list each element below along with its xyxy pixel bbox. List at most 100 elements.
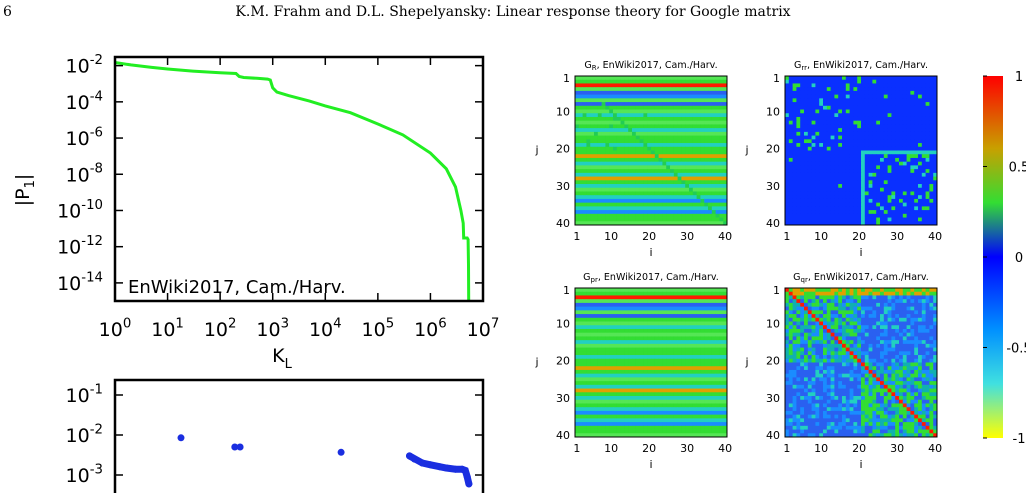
heatmap-cell (685, 79, 690, 84)
heatmap-cell (800, 206, 805, 211)
heatmap-cell (632, 180, 637, 185)
heatmap-cell (838, 131, 843, 137)
heatmap-cell (883, 157, 888, 163)
heatmap-cell (620, 116, 625, 122)
heatmap-cell (887, 94, 892, 99)
heatmap-cell (575, 90, 580, 96)
heatmap-cell (685, 198, 690, 204)
heatmap-cell (788, 165, 793, 170)
heatmap-cell (647, 105, 652, 110)
heatmap-cell (601, 187, 606, 192)
heatmap-cell (654, 340, 659, 345)
heatmap-cell (910, 98, 915, 103)
heatmap-cell (609, 399, 614, 404)
heatmap-cell (796, 154, 801, 159)
heatmap-cell (899, 217, 904, 222)
heatmap-cell (796, 76, 801, 81)
heatmap-cell (800, 113, 805, 118)
heatmap-cell (708, 157, 713, 163)
heatmap-cell (601, 302, 606, 308)
heatmap-cell (647, 187, 652, 192)
heatmap-cell (597, 351, 602, 356)
heatmap-cell (708, 195, 713, 200)
heatmap-cell (601, 340, 606, 345)
heatmap-cell (673, 418, 678, 423)
heatmap-cell (830, 172, 835, 177)
heatmap-cell (692, 336, 697, 341)
heatmap-cell (681, 217, 686, 222)
heatmap-cell (670, 198, 675, 204)
heatmap-cell (692, 165, 697, 170)
heatmap-cell (639, 377, 644, 382)
heatmap-cell (792, 213, 797, 218)
heatmap-cell (891, 113, 896, 118)
heatmap-cell (715, 105, 720, 110)
heatmap-cell (719, 113, 724, 118)
heatmap-cell (639, 87, 644, 92)
heatmap-cell (582, 109, 587, 114)
heatmap-cell (887, 176, 892, 181)
heatmap-cell (925, 198, 930, 204)
heatmap-cell (662, 143, 667, 148)
heatmap-cell (689, 369, 694, 375)
heatmap-cell (616, 150, 621, 155)
heatmap-cell (700, 422, 705, 427)
heatmap-cell (819, 217, 824, 222)
heatmap-cell (696, 310, 701, 315)
heatmap-cell (933, 109, 938, 114)
heatmap-cell (605, 325, 610, 330)
heatmap-cell (689, 217, 694, 222)
heatmap-cell (620, 384, 625, 389)
heatmap-cell (685, 195, 690, 200)
heatmap-cell (643, 373, 648, 378)
heatmap-cell (586, 392, 591, 397)
heatmap-cell (609, 317, 614, 322)
heatmap-cell (857, 291, 862, 296)
heatmap-cell (685, 109, 690, 114)
heatmap-cell (861, 83, 866, 88)
heatmap-cell (601, 325, 606, 330)
heatmap-cell (853, 135, 858, 140)
heatmap-cell (792, 180, 797, 185)
heatmap-cell (673, 150, 678, 155)
heatmap-cell (807, 210, 812, 215)
heatmap-cell (918, 150, 923, 155)
heatmap-cell (578, 202, 583, 207)
heatmap-cell (696, 187, 701, 192)
heatmap-cell (704, 347, 709, 352)
heatmap-cell (715, 217, 720, 222)
heatmap-cell (594, 143, 599, 148)
heatmap-cell (620, 105, 625, 110)
heatmap-cell (673, 195, 678, 200)
heatmap-cell (785, 79, 790, 84)
heatmap-cell (643, 321, 648, 326)
heatmap-cell (788, 113, 793, 118)
heatmap-cell (819, 154, 824, 159)
heatmap-cell (681, 377, 686, 382)
heatmap-cell (826, 206, 831, 211)
heatmap-cell (723, 321, 728, 326)
heatmap-cell (823, 139, 828, 144)
heatmap-cell (662, 165, 667, 170)
heatmap-cell (925, 161, 930, 166)
heatmap-cell (906, 288, 911, 293)
heatmap-cell (933, 102, 938, 107)
heatmap-cell (575, 116, 580, 122)
heatmap-cell (918, 180, 923, 185)
heatmap-cell (594, 299, 599, 304)
heatmap-cell (597, 169, 602, 174)
heatmap-cell (639, 317, 644, 322)
heatmap-cell (819, 176, 824, 181)
heatmap-cell (685, 340, 690, 345)
heatmap-cell (628, 288, 633, 293)
heatmap-cell (704, 195, 709, 200)
heatmap-cell (575, 202, 580, 207)
heatmap-cell (575, 288, 580, 293)
heatmap-cell (685, 187, 690, 192)
heatmap-cell (662, 217, 667, 222)
heatmap-cell (804, 131, 809, 137)
heatmap-cell (864, 150, 869, 155)
heatmap-cell (628, 116, 633, 122)
heatmap-cell (590, 191, 595, 196)
heatmap-cell (719, 317, 724, 322)
